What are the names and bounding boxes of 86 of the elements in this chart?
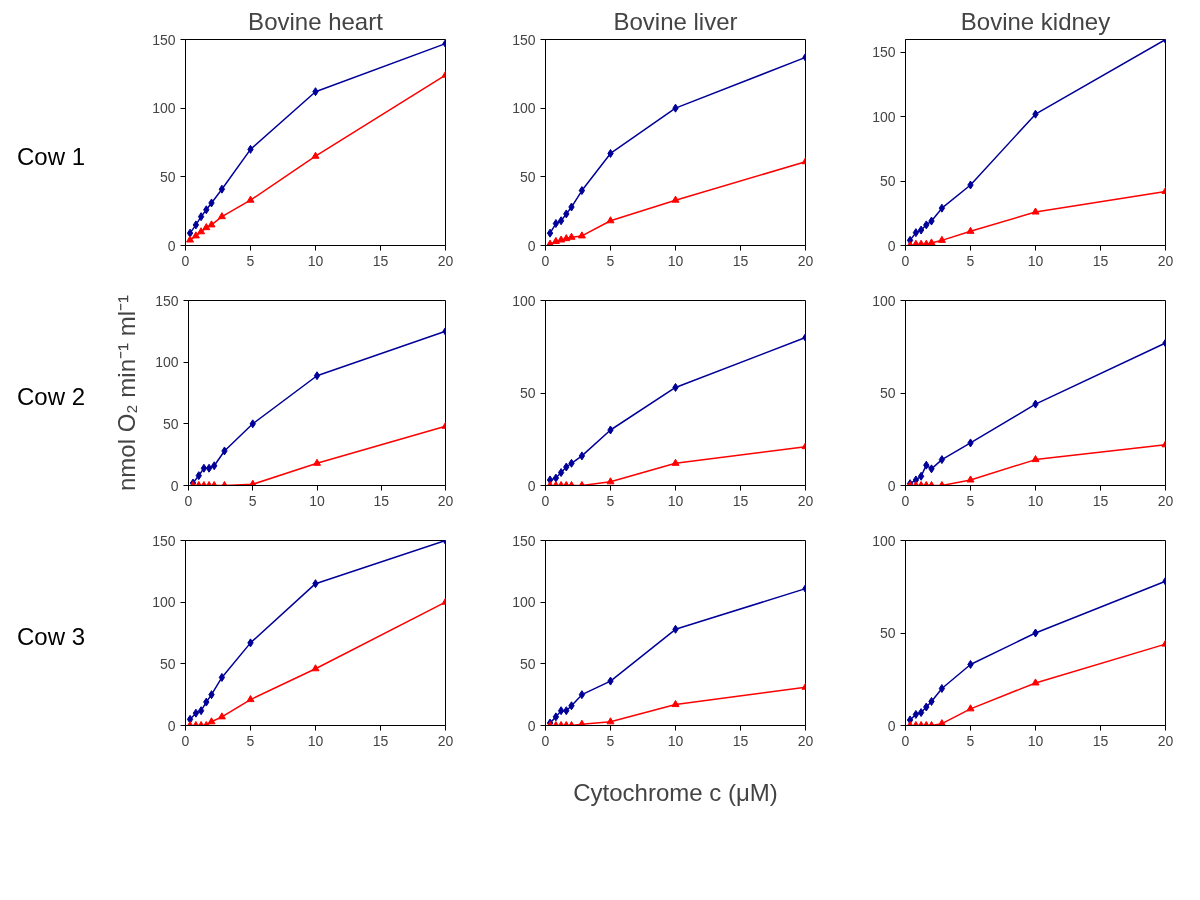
x-tick-label: 20 <box>1157 252 1174 269</box>
x-tick-label: 0 <box>901 492 910 509</box>
x-tick-label: 15 <box>1092 252 1109 269</box>
x-tick-label: 0 <box>181 252 190 269</box>
x-tick-label: 10 <box>307 252 324 269</box>
y-tick-label: 100 <box>512 100 536 117</box>
y-tick-label: 50 <box>879 625 896 641</box>
y-tick-label: 100 <box>152 594 176 611</box>
x-tick-label: 10 <box>667 492 684 509</box>
y-tick-label: 50 <box>159 655 176 672</box>
y-tick-label: 100 <box>512 292 536 309</box>
x-tick-label: 0 <box>184 492 193 509</box>
x-tick-label: 5 <box>246 252 255 269</box>
x-tick-label: 10 <box>1027 492 1044 509</box>
x-tick-label: 0 <box>541 252 550 269</box>
y-tick-label: 50 <box>519 385 536 401</box>
x-tick-label: 5 <box>966 492 975 509</box>
x-tick-label: 15 <box>372 732 389 749</box>
y-tick-label: 100 <box>872 292 896 309</box>
x-tick-label: 10 <box>307 732 324 749</box>
y-tick-label: 150 <box>512 532 536 549</box>
y-tick-label: 0 <box>527 477 536 494</box>
y-tick-label: 50 <box>519 655 536 672</box>
y-tick-label: 0 <box>527 237 536 254</box>
x-tick-label: 20 <box>1157 492 1174 509</box>
x-tick-label: 20 <box>437 492 454 509</box>
y-tick-label: 100 <box>155 354 179 371</box>
x-tick-label: 5 <box>606 252 615 269</box>
y-tick-label: 50 <box>162 415 179 432</box>
x-tick-label: 15 <box>732 492 749 509</box>
x-tick-label: 10 <box>1027 732 1044 749</box>
y-tick-label: 50 <box>159 168 176 185</box>
y-tick-label: 150 <box>872 44 896 61</box>
y-tick-label: 0 <box>887 237 896 254</box>
y-tick-label: 150 <box>512 31 536 48</box>
y-tick-label: 0 <box>887 477 896 494</box>
y-tick-label: 100 <box>512 594 536 611</box>
x-tick-label: 5 <box>966 252 975 269</box>
y-tick-label: 100 <box>152 100 176 117</box>
y-tick-label: 150 <box>155 292 179 309</box>
x-tick-label: 0 <box>901 732 910 749</box>
x-tick-label: 10 <box>667 252 684 269</box>
y-tick-label: 0 <box>167 237 176 254</box>
x-tick-label: 5 <box>966 732 975 749</box>
x-tick-label: 15 <box>1092 492 1109 509</box>
x-tick-label: 10 <box>667 732 684 749</box>
x-tick-label: 15 <box>732 252 749 269</box>
x-tick-label: 5 <box>246 732 255 749</box>
x-tick-label: 20 <box>797 492 814 509</box>
x-tick-label: 5 <box>248 492 257 509</box>
y-tick-label: 100 <box>872 532 896 549</box>
text: Cow 1 <box>17 142 86 172</box>
text: Cow 3 <box>17 622 86 652</box>
x-tick-label: 5 <box>606 732 615 749</box>
y-tick-label: 50 <box>879 385 896 401</box>
x-tick-label: 5 <box>606 492 615 509</box>
x-axis-title: Cytochrome c (μM) <box>573 778 778 806</box>
y-tick-label: 0 <box>887 717 896 734</box>
x-tick-label: 10 <box>1027 252 1044 269</box>
y-tick-label: 0 <box>167 717 176 734</box>
chart-title: Bovine kidney <box>960 7 1111 35</box>
x-tick-label: 10 <box>309 492 325 509</box>
chart-title: Bovine heart <box>248 7 384 35</box>
y-tick-label: 100 <box>872 108 896 125</box>
x-tick-label: 0 <box>901 252 910 269</box>
y-axis-title: nmol O₂ min⁻¹ ml⁻¹ <box>113 294 141 491</box>
x-tick-label: 0 <box>541 492 550 509</box>
x-tick-label: 15 <box>373 492 390 509</box>
chart-title: Bovine liver <box>613 7 738 35</box>
x-tick-label: 0 <box>541 732 550 749</box>
x-tick-label: 15 <box>372 252 389 269</box>
x-tick-label: 20 <box>1157 732 1174 749</box>
text: Cow 2 <box>17 382 86 412</box>
x-tick-label: 20 <box>797 252 814 269</box>
x-tick-label: 20 <box>437 732 454 749</box>
y-tick-label: 50 <box>519 168 536 185</box>
x-tick-label: 15 <box>732 732 749 749</box>
y-tick-label: 0 <box>170 477 179 494</box>
x-tick-label: 20 <box>797 732 814 749</box>
x-tick-label: 0 <box>181 732 190 749</box>
y-tick-label: 150 <box>152 31 176 48</box>
x-tick-label: 20 <box>437 252 454 269</box>
y-tick-label: 150 <box>152 532 176 549</box>
x-tick-label: 15 <box>1092 732 1109 749</box>
y-tick-label: 50 <box>879 173 896 190</box>
y-tick-label: 0 <box>527 717 536 734</box>
